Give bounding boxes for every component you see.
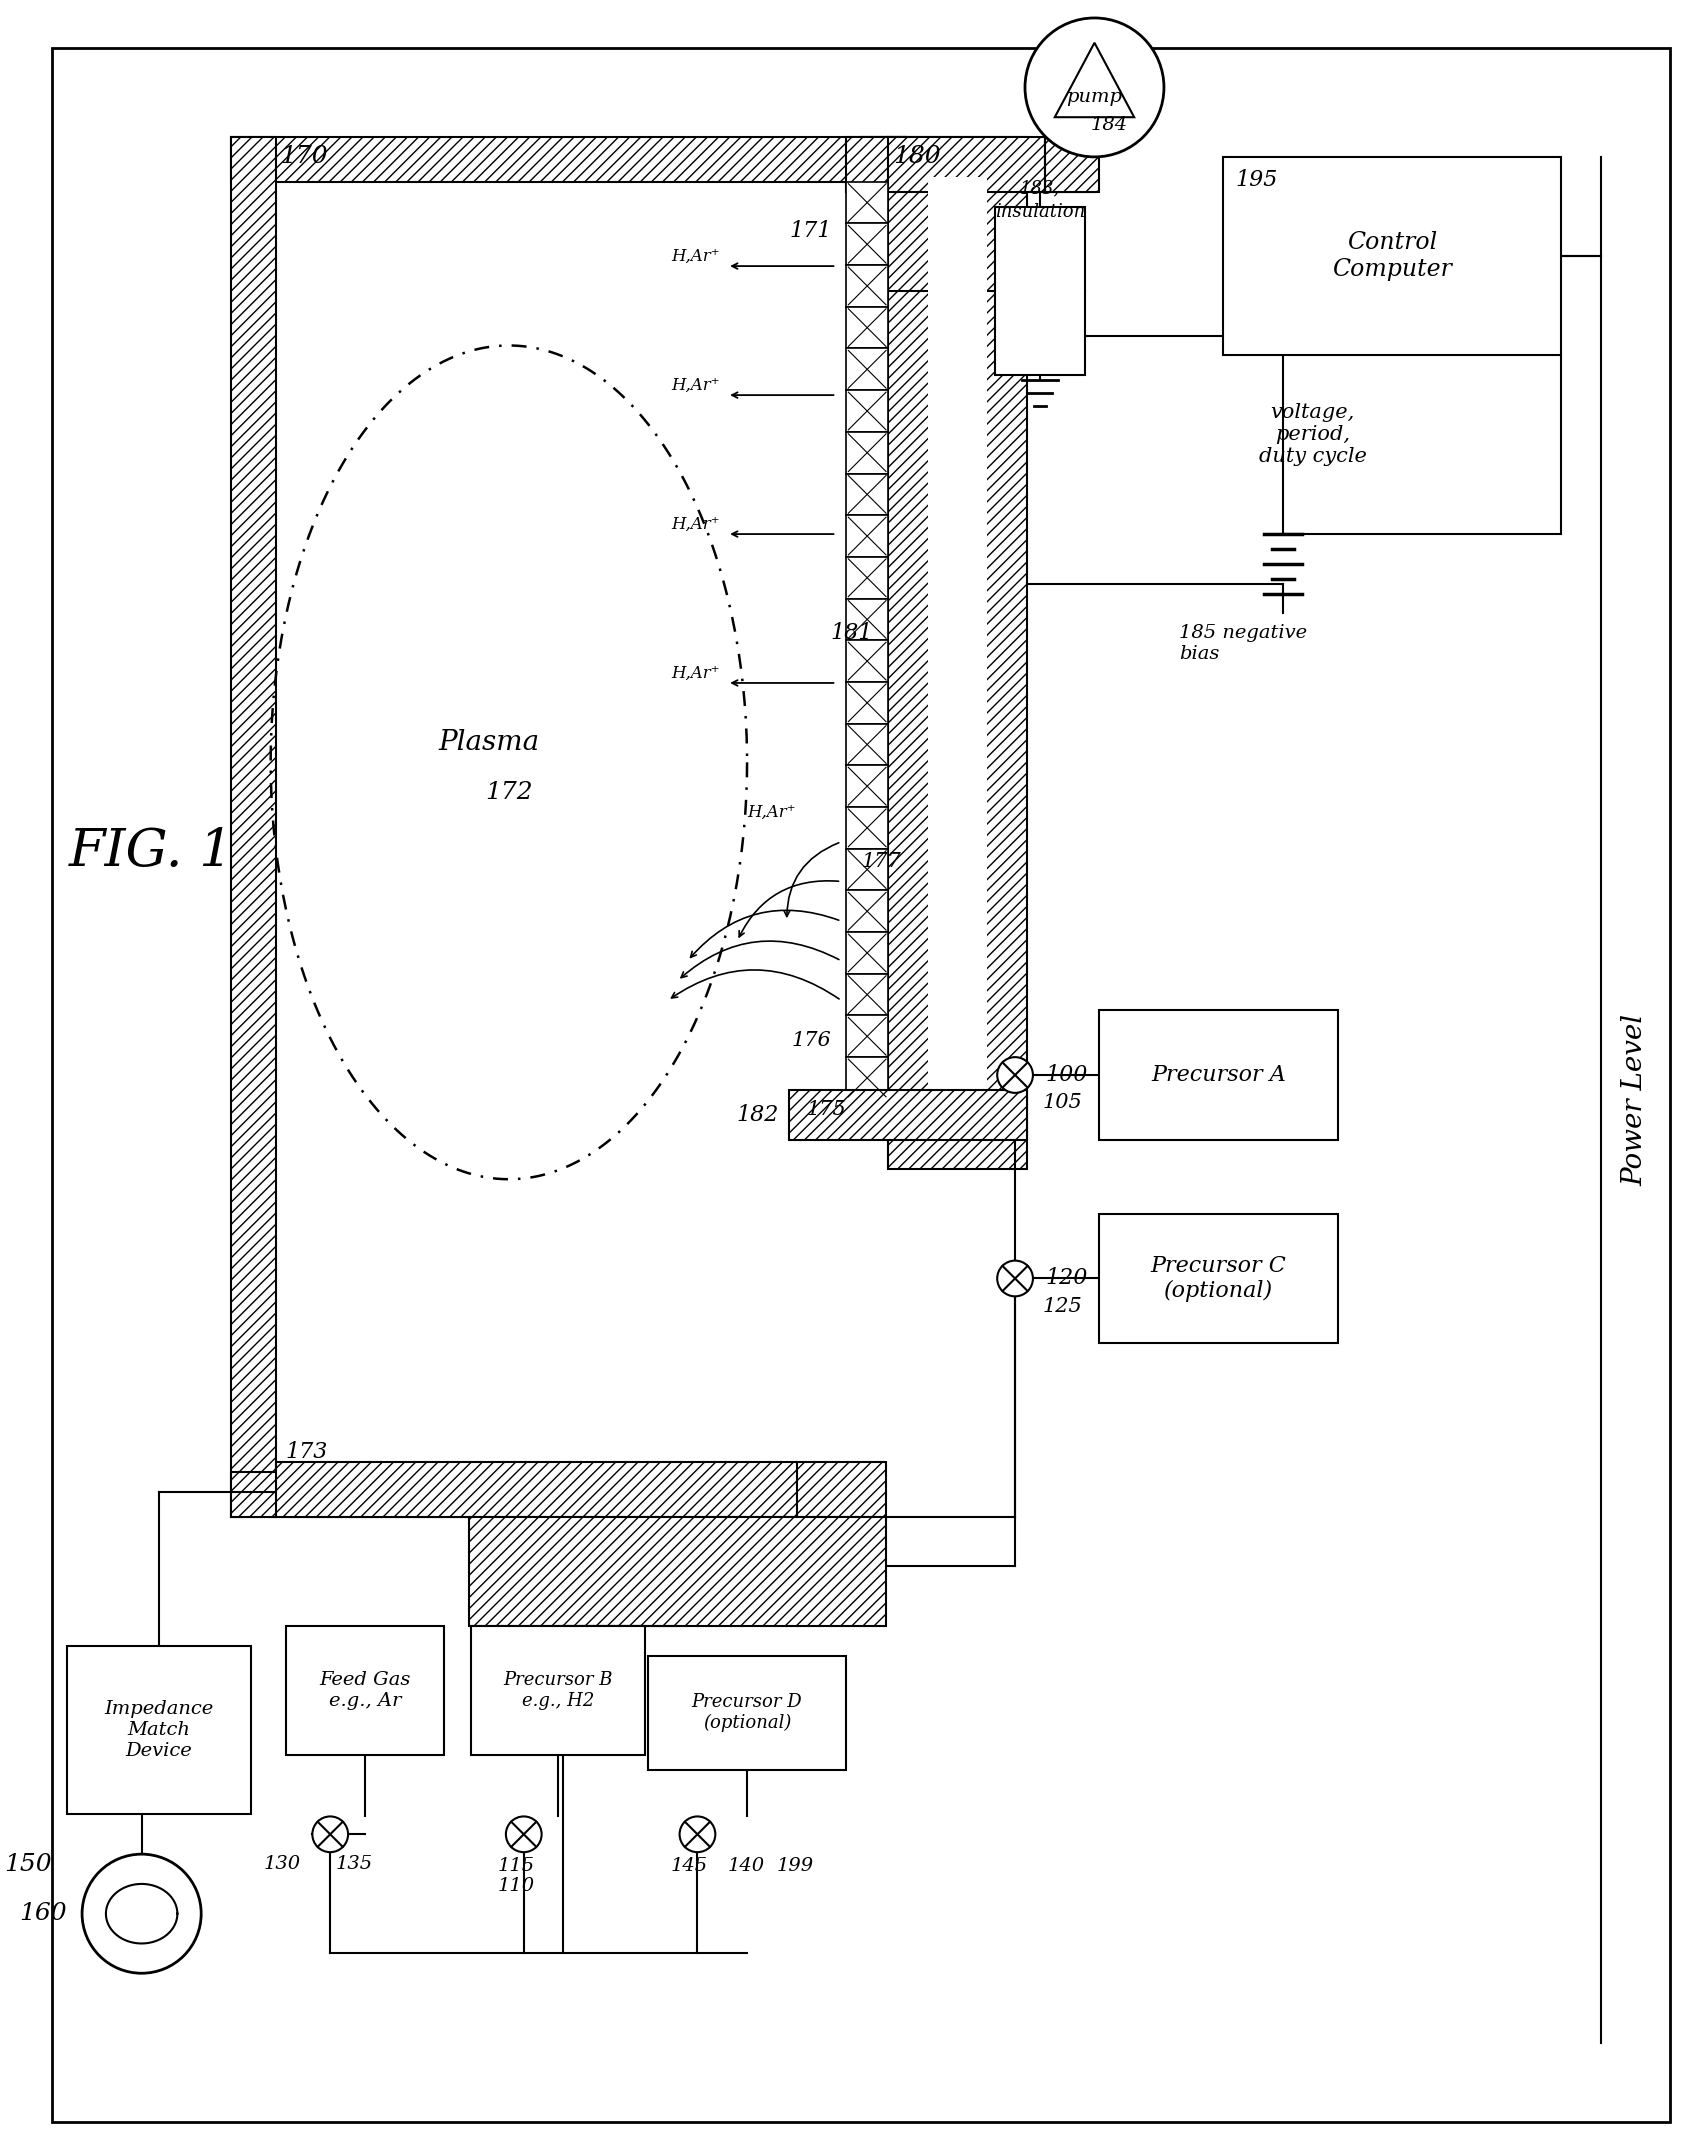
Bar bbox=[275, 1463, 887, 1516]
Bar bbox=[846, 1015, 888, 1056]
Text: 135: 135 bbox=[334, 1854, 372, 1874]
Text: FIG. 1: FIG. 1 bbox=[69, 826, 235, 878]
Text: voltage,
period,
duty cycle: voltage, period, duty cycle bbox=[1258, 404, 1366, 467]
Bar bbox=[789, 1091, 1027, 1140]
Bar bbox=[285, 1626, 444, 1755]
Text: 184: 184 bbox=[1091, 116, 1128, 133]
Text: 170: 170 bbox=[280, 146, 328, 168]
Circle shape bbox=[997, 1260, 1034, 1297]
Bar bbox=[846, 891, 888, 931]
Text: 182: 182 bbox=[736, 1103, 779, 1125]
Text: H,Ar⁺: H,Ar⁺ bbox=[671, 247, 720, 265]
Bar bbox=[846, 641, 888, 682]
Bar bbox=[1223, 157, 1561, 355]
Polygon shape bbox=[1054, 43, 1135, 116]
Text: 105: 105 bbox=[1042, 1093, 1083, 1112]
Circle shape bbox=[312, 1815, 348, 1852]
Text: Impedance
Match
Device: Impedance Match Device bbox=[105, 1699, 213, 1760]
Text: Precursor C
(optional): Precursor C (optional) bbox=[1150, 1254, 1287, 1301]
Bar bbox=[888, 138, 1027, 1170]
Text: 199: 199 bbox=[777, 1856, 814, 1876]
Text: 125: 125 bbox=[1042, 1297, 1083, 1316]
Text: H,Ar⁺: H,Ar⁺ bbox=[671, 516, 720, 533]
Circle shape bbox=[83, 1854, 201, 1972]
Bar bbox=[846, 473, 888, 516]
Bar bbox=[231, 138, 905, 181]
Text: H,Ar⁺: H,Ar⁺ bbox=[671, 665, 720, 682]
Bar bbox=[846, 308, 888, 348]
Text: 181: 181 bbox=[831, 622, 873, 645]
Bar bbox=[231, 1471, 777, 1516]
Text: 110: 110 bbox=[497, 1878, 534, 1895]
Text: Precursor A: Precursor A bbox=[1152, 1065, 1285, 1086]
Bar bbox=[846, 432, 888, 473]
Text: 115: 115 bbox=[497, 1856, 534, 1876]
Bar bbox=[1100, 1011, 1338, 1140]
Bar bbox=[846, 931, 888, 974]
Bar bbox=[649, 1656, 846, 1770]
Bar bbox=[995, 206, 1084, 374]
Text: 120: 120 bbox=[1045, 1267, 1088, 1288]
Text: Feed Gas
e.g., Ar: Feed Gas e.g., Ar bbox=[319, 1671, 410, 1710]
Text: Control
Computer: Control Computer bbox=[1333, 232, 1453, 282]
Bar bbox=[846, 224, 888, 265]
Bar bbox=[846, 516, 888, 557]
Text: 177: 177 bbox=[861, 852, 900, 871]
Text: 171: 171 bbox=[789, 219, 831, 243]
Circle shape bbox=[1025, 17, 1164, 157]
Bar bbox=[846, 1056, 888, 1099]
Text: 160: 160 bbox=[20, 1901, 68, 1925]
Bar bbox=[846, 850, 888, 891]
Bar bbox=[846, 766, 888, 807]
Text: Precursor D
(optional): Precursor D (optional) bbox=[692, 1693, 802, 1732]
Circle shape bbox=[997, 1056, 1034, 1093]
Text: H,Ar⁺: H,Ar⁺ bbox=[747, 804, 796, 820]
Bar bbox=[231, 138, 275, 1516]
Bar bbox=[846, 138, 1094, 191]
Text: Power Level: Power Level bbox=[1621, 1013, 1648, 1185]
Text: 176: 176 bbox=[792, 1030, 831, 1050]
Text: 175: 175 bbox=[807, 1101, 846, 1119]
Bar bbox=[470, 1516, 887, 1626]
Bar bbox=[471, 1626, 645, 1755]
Text: 180: 180 bbox=[893, 146, 941, 168]
Bar bbox=[846, 682, 888, 723]
Circle shape bbox=[507, 1815, 542, 1852]
Bar bbox=[846, 598, 888, 641]
Bar bbox=[861, 138, 905, 181]
Bar bbox=[846, 557, 888, 598]
Bar bbox=[275, 181, 861, 1471]
Bar bbox=[846, 181, 888, 224]
Bar bbox=[1100, 1213, 1338, 1342]
Bar bbox=[846, 348, 888, 389]
Text: 195: 195 bbox=[1235, 168, 1279, 191]
Bar bbox=[846, 723, 888, 766]
Bar bbox=[846, 807, 888, 850]
Text: Plasma: Plasma bbox=[439, 729, 539, 755]
Text: insulation: insulation bbox=[995, 202, 1084, 222]
Text: 173: 173 bbox=[285, 1441, 328, 1463]
Text: pump: pump bbox=[1066, 88, 1123, 105]
Text: 140: 140 bbox=[728, 1856, 765, 1876]
Bar bbox=[846, 265, 888, 308]
Text: 100: 100 bbox=[1045, 1065, 1088, 1086]
Bar bbox=[846, 389, 888, 432]
Text: 185 negative
bias: 185 negative bias bbox=[1179, 624, 1307, 663]
Bar bbox=[927, 176, 988, 1129]
Text: 150: 150 bbox=[5, 1852, 52, 1876]
Bar bbox=[68, 1646, 250, 1815]
Circle shape bbox=[679, 1815, 716, 1852]
Text: 183,: 183, bbox=[1020, 181, 1061, 198]
Text: Precursor B
e.g., H2: Precursor B e.g., H2 bbox=[503, 1671, 613, 1710]
Bar bbox=[846, 974, 888, 1015]
Text: 145: 145 bbox=[671, 1856, 708, 1876]
Text: 172: 172 bbox=[485, 781, 532, 804]
Text: H,Ar⁺: H,Ar⁺ bbox=[671, 376, 720, 394]
Text: 130: 130 bbox=[263, 1854, 301, 1874]
Bar bbox=[1045, 62, 1100, 191]
